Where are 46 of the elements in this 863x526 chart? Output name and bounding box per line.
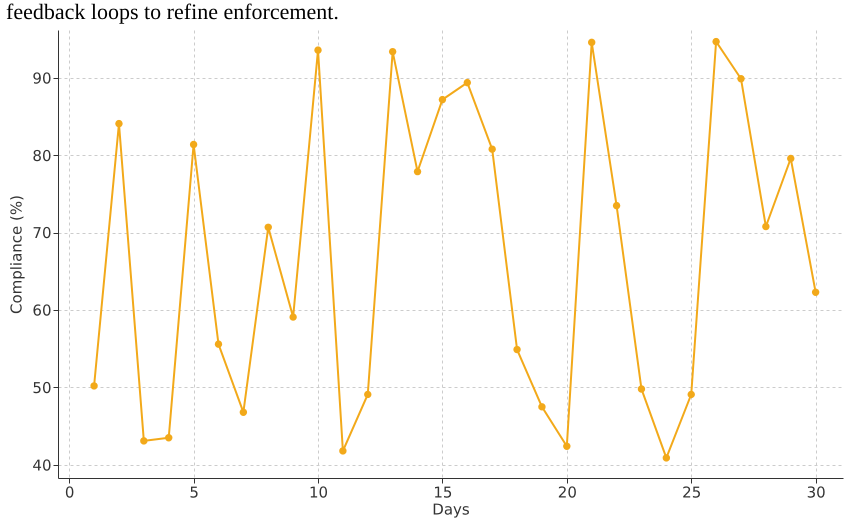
point	[264, 224, 272, 232]
point	[787, 154, 794, 162]
x-axis-title: Days	[432, 500, 470, 518]
point	[688, 390, 695, 398]
point	[513, 346, 521, 354]
point	[90, 382, 98, 390]
y-tick-label: 40	[32, 456, 52, 474]
point	[588, 38, 596, 46]
point	[115, 120, 123, 128]
x-tick-label: 20	[558, 484, 577, 502]
x-tick-label: 10	[308, 484, 328, 502]
point	[388, 48, 396, 56]
point	[314, 46, 322, 54]
point	[414, 168, 422, 176]
y-tick-label: 80	[32, 146, 52, 165]
y-tick-label: 90	[32, 69, 52, 88]
x-tick-label: 25	[682, 484, 702, 502]
point	[662, 454, 670, 462]
point	[712, 38, 720, 46]
point	[638, 385, 646, 393]
point	[438, 96, 446, 104]
y-tick-label: 60	[32, 302, 52, 320]
y-axis-title: Compliance (%)	[7, 194, 26, 314]
point	[165, 434, 172, 442]
x-tick-label: 30	[806, 484, 826, 502]
point	[464, 78, 472, 86]
text: feedback loops to refine enforcement.	[5, 0, 340, 26]
point	[488, 145, 496, 153]
point	[289, 313, 297, 321]
point	[737, 75, 745, 82]
point	[339, 447, 347, 455]
y-tick-label: 70	[32, 224, 52, 242]
x-tick-label: 5	[189, 484, 199, 502]
y-tick-label: 50	[32, 378, 52, 397]
point	[240, 408, 248, 416]
point	[812, 288, 820, 296]
point	[364, 390, 372, 398]
point	[612, 202, 620, 210]
point	[140, 437, 148, 445]
point	[563, 442, 571, 450]
x-tick-label: 15	[433, 484, 452, 502]
x-tick-label: 0	[64, 484, 74, 502]
point	[190, 140, 198, 148]
point	[762, 222, 770, 230]
point	[214, 340, 222, 348]
point	[538, 403, 546, 411]
